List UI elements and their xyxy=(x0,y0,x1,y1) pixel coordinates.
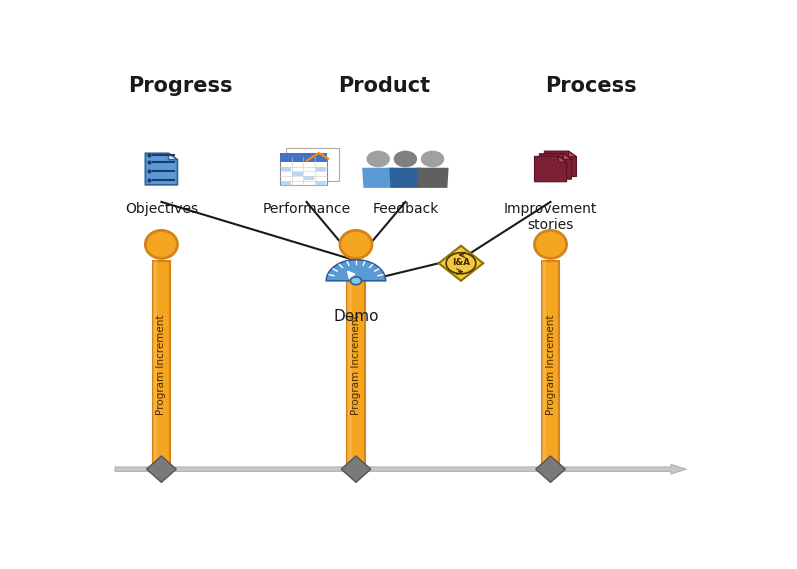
Text: I&A: I&A xyxy=(452,258,470,267)
Bar xyxy=(281,157,327,185)
Polygon shape xyxy=(568,151,576,157)
Text: Product: Product xyxy=(338,76,430,96)
Bar xyxy=(286,149,339,181)
Text: Improvement
stories: Improvement stories xyxy=(504,202,597,232)
Polygon shape xyxy=(563,154,571,159)
Bar xyxy=(281,167,291,171)
Bar xyxy=(281,181,291,185)
Polygon shape xyxy=(438,246,483,281)
Text: Objectives: Objectives xyxy=(125,202,198,216)
Polygon shape xyxy=(145,153,178,185)
Text: Demo: Demo xyxy=(333,310,379,324)
Polygon shape xyxy=(536,456,565,483)
Polygon shape xyxy=(417,168,449,188)
Polygon shape xyxy=(326,259,386,281)
Bar xyxy=(347,261,351,469)
Polygon shape xyxy=(168,153,178,160)
Ellipse shape xyxy=(340,230,372,258)
Circle shape xyxy=(367,151,390,167)
Polygon shape xyxy=(362,168,395,188)
Bar xyxy=(542,261,559,469)
Circle shape xyxy=(421,151,444,167)
Bar xyxy=(153,261,157,469)
FancyArrow shape xyxy=(115,464,686,474)
Polygon shape xyxy=(147,456,176,483)
Bar xyxy=(347,261,364,469)
Ellipse shape xyxy=(535,230,567,258)
Polygon shape xyxy=(559,156,567,162)
Polygon shape xyxy=(341,456,371,483)
Polygon shape xyxy=(544,151,576,176)
Bar xyxy=(292,172,303,176)
Text: Process: Process xyxy=(545,76,637,96)
Text: Program Increment: Program Increment xyxy=(156,315,167,415)
Polygon shape xyxy=(389,168,422,188)
Text: Program Increment: Program Increment xyxy=(545,315,556,415)
Bar xyxy=(542,261,546,469)
Ellipse shape xyxy=(145,230,178,258)
Circle shape xyxy=(394,151,417,167)
Text: Feedback: Feedback xyxy=(372,202,438,216)
Text: Program Increment: Program Increment xyxy=(351,315,361,415)
Polygon shape xyxy=(540,154,571,179)
Circle shape xyxy=(351,277,362,284)
Bar xyxy=(304,176,315,180)
Bar xyxy=(281,152,327,162)
Text: Performance: Performance xyxy=(262,202,351,216)
Bar xyxy=(316,167,326,171)
Bar xyxy=(316,181,326,185)
Bar xyxy=(153,261,170,469)
Polygon shape xyxy=(535,156,567,182)
Text: Progress: Progress xyxy=(128,76,232,96)
